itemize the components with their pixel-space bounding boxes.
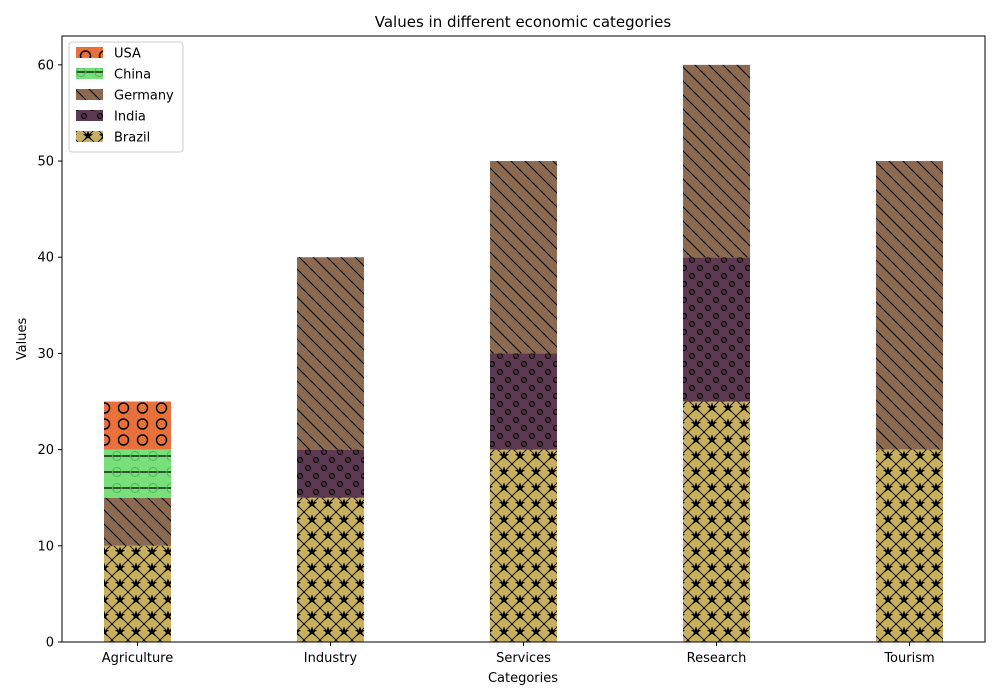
- legend-label: USA: [114, 47, 141, 62]
- legend-label: China: [114, 68, 151, 83]
- y-tick-label: 10: [37, 539, 54, 554]
- y-ticks-group: 0 10 20 30 40 50 60: [37, 58, 62, 651]
- bar-segment-india-research: [683, 257, 750, 402]
- legend-label: India: [114, 110, 146, 125]
- x-ticks-group: Agriculture Industry Services Research Touri…: [102, 642, 935, 666]
- bar-segment-china-agriculture: [104, 449, 171, 498]
- y-tick-label: 0: [46, 636, 54, 651]
- bar-segment-usa-agriculture: [104, 401, 171, 450]
- chart-title: Values in different economic categories: [375, 13, 672, 31]
- bar-segment-brazil-services: [490, 449, 557, 642]
- bar-segment-germany-industry: [297, 257, 364, 450]
- legend: USA China Germany India Brazil: [68, 41, 184, 153]
- legend-entry-usa: USA: [76, 47, 141, 62]
- legend-label: Brazil: [114, 131, 150, 146]
- x-tick-label: Tourism: [883, 651, 934, 666]
- bar-segment-germany-services: [490, 161, 557, 354]
- legend-label: Germany: [114, 89, 174, 104]
- bar-segment-brazil-industry: [297, 497, 364, 642]
- x-tick-label: Research: [687, 651, 747, 666]
- bar-segment-germany-research: [683, 64, 750, 258]
- legend-entry-germany: Germany: [76, 89, 174, 104]
- bar-segment-brazil-research: [683, 401, 750, 642]
- x-axis-label: Categories: [488, 671, 558, 686]
- y-axis-label: Values: [15, 318, 30, 361]
- legend-entry-brazil: Brazil: [76, 131, 150, 146]
- plot-frame: [61, 35, 986, 643]
- y-tick-label: 20: [37, 443, 54, 458]
- bars-group: [104, 64, 943, 642]
- bar-segment-brazil-agriculture: [104, 545, 171, 642]
- bar-segment-brazil-tourism: [876, 449, 943, 642]
- x-tick-label: Agriculture: [102, 651, 174, 666]
- bar-segment-germany-tourism: [876, 161, 943, 450]
- bar-segment-india-services: [490, 353, 557, 450]
- y-tick-label: 30: [37, 347, 54, 362]
- legend-entry-china: China: [76, 68, 151, 83]
- y-tick-label: 40: [37, 251, 54, 266]
- y-tick-label: 50: [37, 155, 54, 170]
- x-tick-label: Industry: [304, 651, 358, 666]
- y-tick-label: 60: [37, 58, 54, 73]
- legend-entry-india: India: [76, 110, 146, 125]
- bar-segment-india-industry: [297, 449, 364, 498]
- bar-segment-germany-agriculture: [104, 497, 171, 546]
- x-tick-label: Services: [496, 651, 551, 666]
